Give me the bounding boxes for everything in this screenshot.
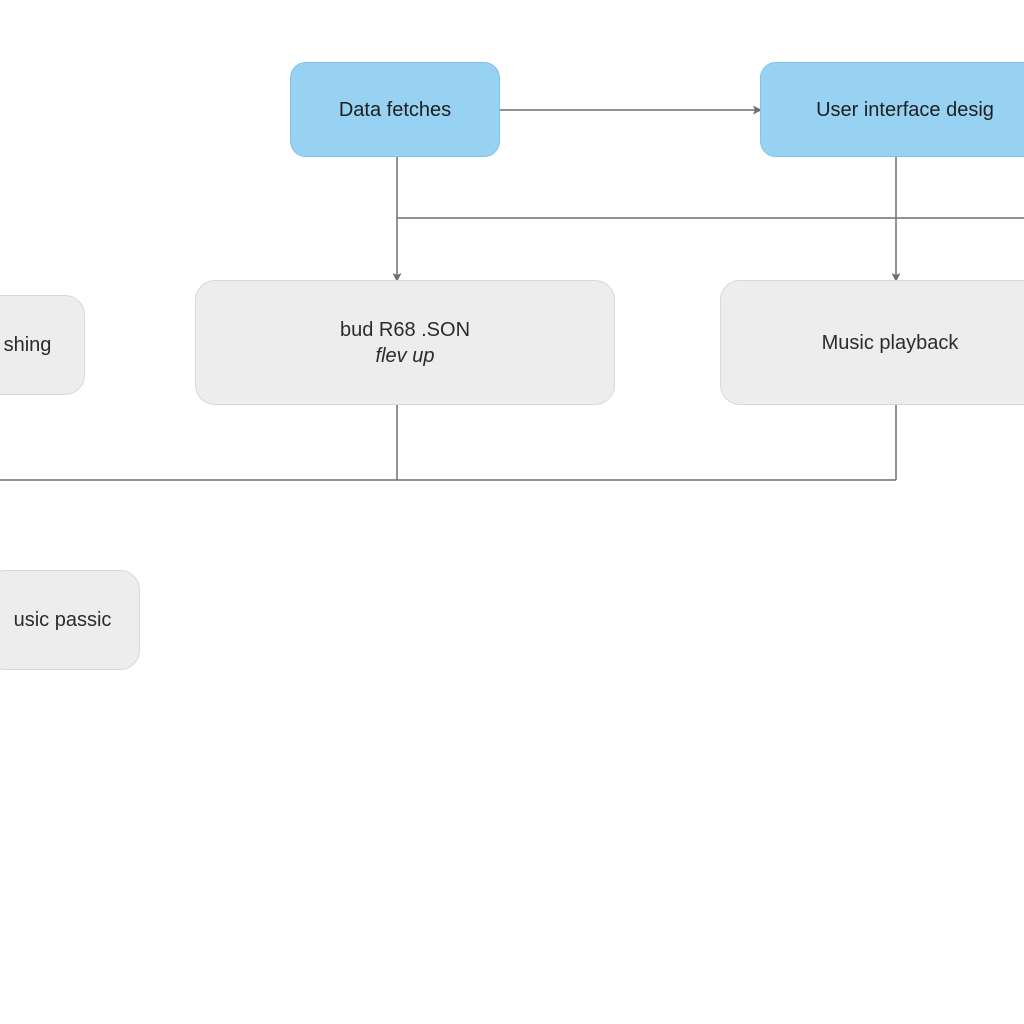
node-bud: bud R68 .SONflev up — [195, 280, 615, 405]
node-label: Music playback — [822, 330, 959, 356]
node-label: bud R68 .SON — [340, 317, 470, 343]
node-music-playback: Music playback — [720, 280, 1024, 405]
node-label: Data fetches — [339, 97, 451, 123]
node-data-fetches: Data fetches — [290, 62, 500, 157]
node-label-2: flev up — [376, 343, 435, 369]
node-shing: shing — [0, 295, 85, 395]
node-usic-passic: usic passic — [0, 570, 140, 670]
node-label: usic passic — [14, 607, 112, 633]
node-label: User interface desig — [816, 97, 994, 123]
node-ui-design: User interface desig — [760, 62, 1024, 157]
node-label: shing — [4, 332, 52, 358]
flowchart-canvas: Data fetches User interface desig shing bud… — [0, 0, 1024, 1024]
